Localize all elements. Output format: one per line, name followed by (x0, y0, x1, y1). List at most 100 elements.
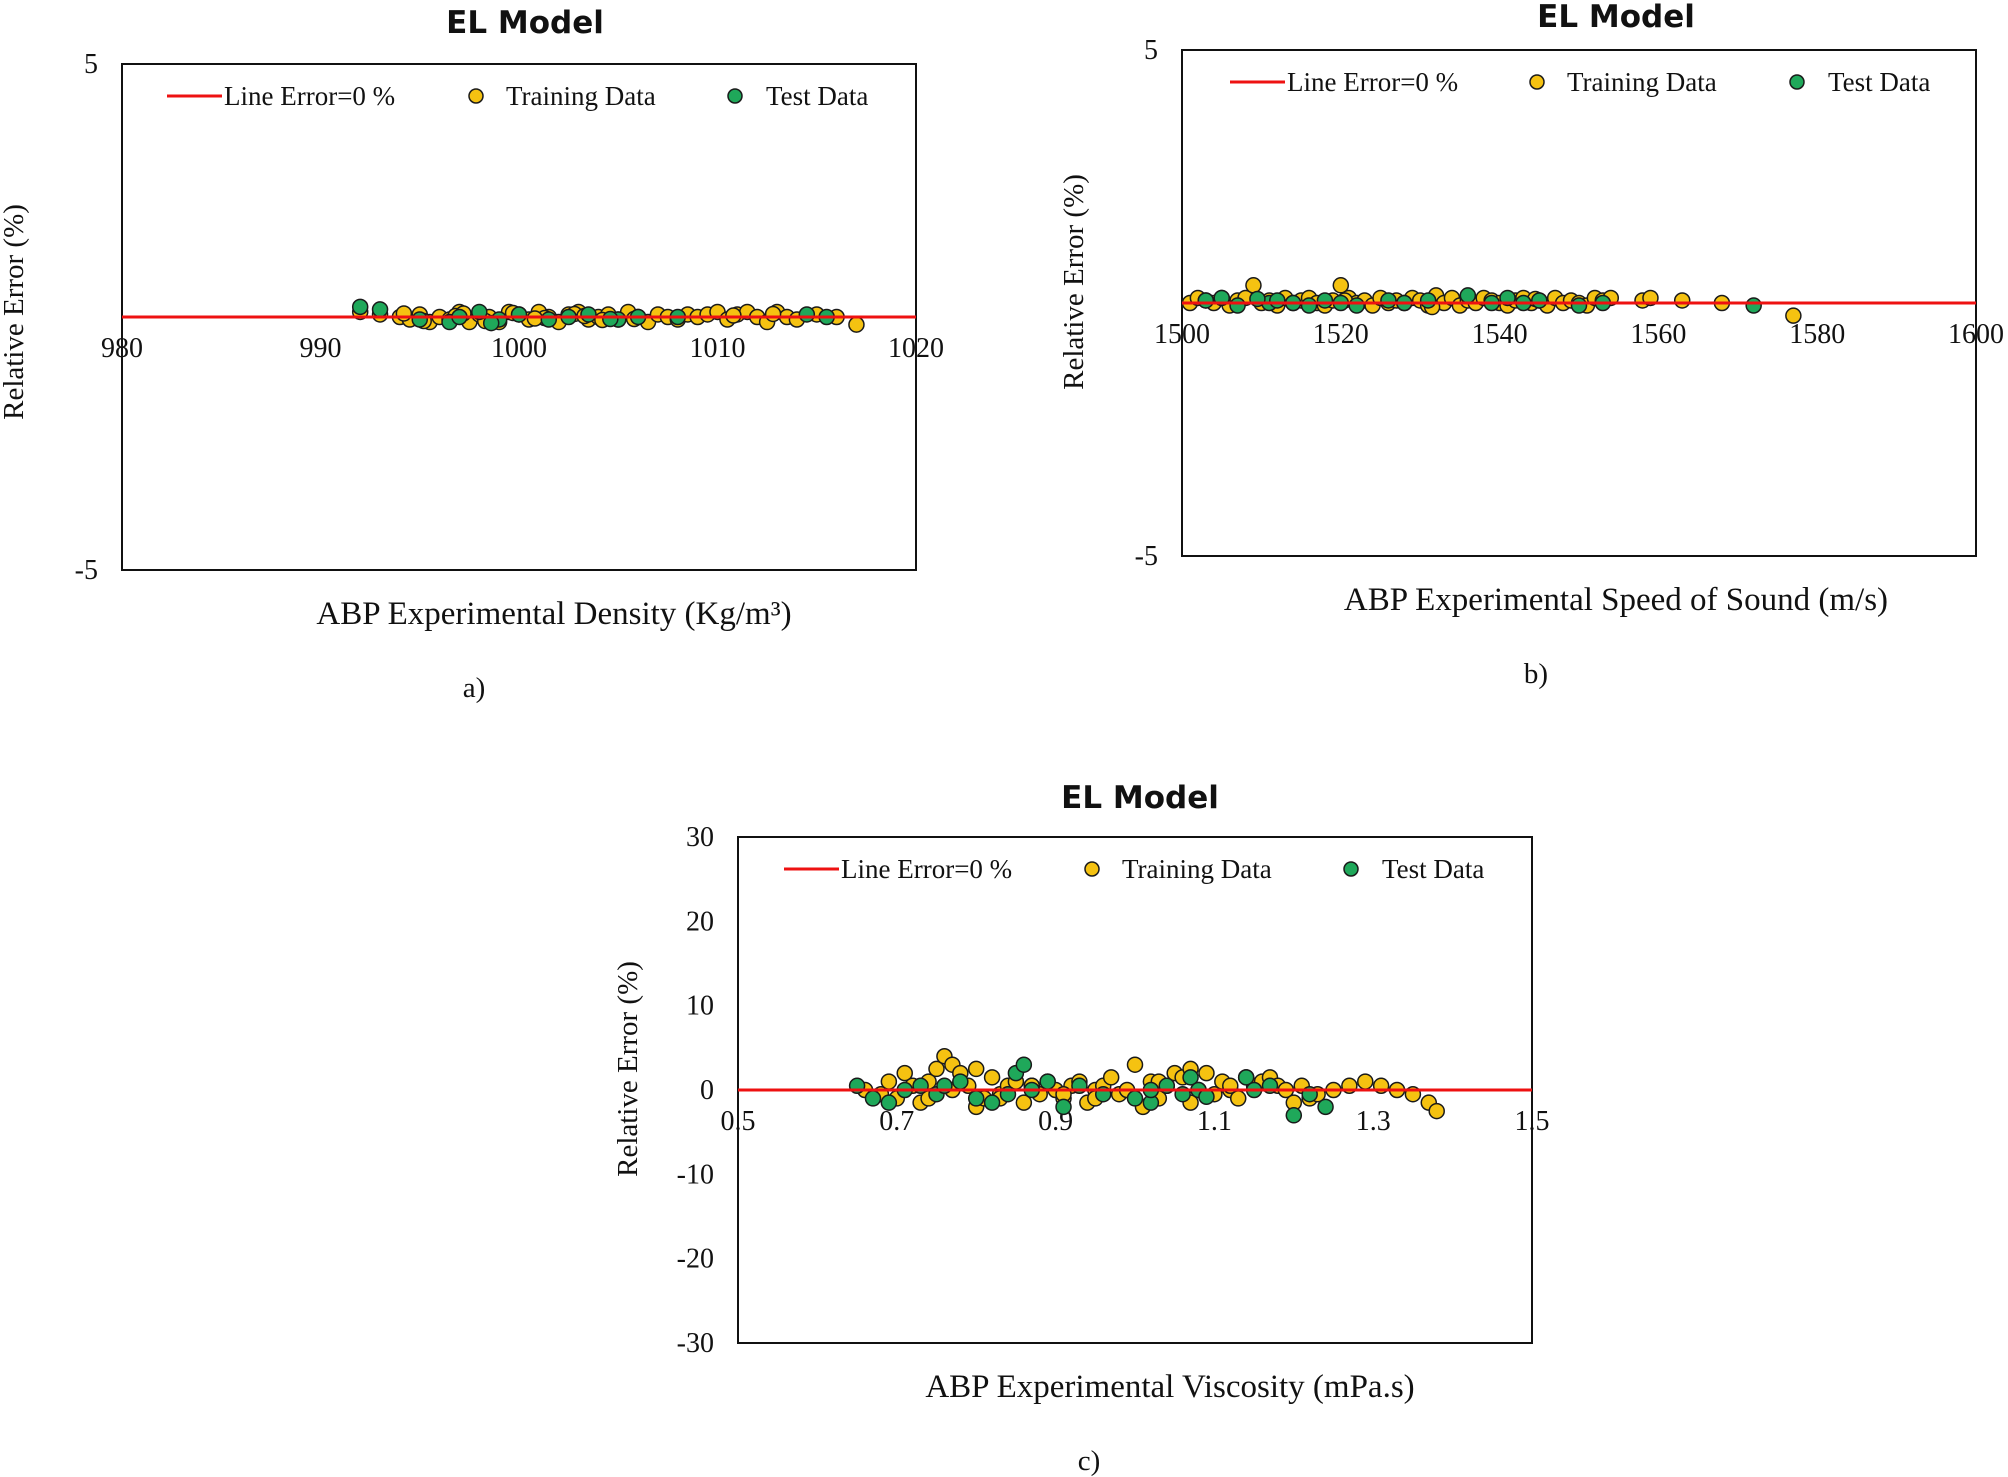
x-tick-label: 1500 (1154, 319, 1210, 350)
test-data-point (967, 1090, 985, 1107)
training-data-point (1126, 1056, 1144, 1073)
test-data-point (1745, 297, 1762, 314)
panel-caption: c) (1078, 1445, 1101, 1477)
chart-title: EL Model (446, 5, 604, 41)
panel-c: EL Model 0.5 0.7 0.9 1.1 1.3 1.53020100-10-20… (612, 780, 1550, 1477)
training-data-point (880, 1073, 898, 1090)
x-tick-label: 1.3 (1356, 1106, 1391, 1137)
y-axis-label: Relative Error (%) (1058, 174, 1090, 390)
test-data-point (1269, 292, 1286, 309)
legend-training-marker (1084, 861, 1100, 877)
test-data-point (1229, 297, 1246, 314)
x-tick-label: 0.5 (721, 1106, 756, 1137)
training-data-point (848, 316, 865, 333)
test-data-point (1182, 1069, 1199, 1086)
x-tick-label: 1600 (1948, 319, 2004, 350)
training-data-point (967, 1060, 985, 1078)
test-data-point (580, 306, 597, 323)
test-data-point (510, 306, 528, 323)
training-data-point (928, 1060, 945, 1078)
test-data-point (952, 1073, 969, 1090)
training-data-point (1245, 277, 1262, 294)
test-data-point (1531, 292, 1548, 309)
y-tick-label: 20 (686, 906, 714, 937)
legend: Line Error=0 % Training Data Test Data (784, 854, 1484, 884)
legend: Line Error=0 % Training Data Test Data (167, 81, 868, 111)
x-tick-label: 1.5 (1515, 1106, 1550, 1137)
x-tick-label: 980 (101, 333, 143, 364)
x-tick-label: 1000 (491, 333, 547, 364)
test-data-point (1317, 1098, 1334, 1116)
test-data-point (983, 1094, 1001, 1111)
test-data-point (351, 298, 369, 316)
test-data-point (1126, 1090, 1144, 1107)
legend-test-label: Test Data (1382, 854, 1484, 884)
x-tick-label: 1580 (1789, 319, 1845, 350)
y-tick-label: 30 (686, 822, 714, 853)
training-data-point (1198, 1064, 1215, 1082)
y-axis-label: Relative Error (%) (0, 204, 30, 420)
training-data-point (983, 1069, 1001, 1086)
training-data-point (725, 307, 742, 324)
training-data-point (764, 305, 782, 323)
training-data-point (1015, 1094, 1033, 1111)
legend-test-marker (1789, 74, 1805, 90)
legend-training-label: Training Data (1567, 67, 1717, 97)
y-axis-label: Relative Error (%) (612, 961, 644, 1177)
test-data-point (1300, 297, 1318, 314)
legend-training-marker (1529, 74, 1545, 90)
panel-caption: b) (1524, 658, 1548, 690)
x-tick-label: 0.7 (879, 1106, 914, 1137)
y-tick-label: -30 (677, 1328, 714, 1359)
tick-labels: 980 990 1000 1010 1020 5 -5 (75, 49, 944, 586)
y-tick-label: 5 (84, 49, 98, 80)
y-tick-label: 0 (700, 1075, 714, 1106)
y-tick-label: -10 (677, 1159, 714, 1190)
y-tick-label: -5 (1135, 541, 1158, 572)
test-data-point (1237, 1069, 1255, 1086)
test-data-point (880, 1094, 898, 1111)
test-data-point (1197, 292, 1215, 309)
y-tick-label: 5 (1144, 35, 1158, 66)
y-tick-label: -5 (75, 555, 98, 586)
test-data-point (798, 306, 816, 323)
y-tick-label: -20 (677, 1244, 714, 1275)
legend-training-label: Training Data (506, 81, 656, 111)
x-tick-label: 1020 (888, 333, 944, 364)
test-data-point (411, 311, 428, 328)
x-tick-label: 1010 (690, 333, 746, 364)
test-data-point (540, 311, 558, 328)
legend-test-marker (727, 88, 743, 104)
x-tick-label: 1520 (1313, 319, 1369, 350)
legend-line-label: Line Error=0 % (841, 854, 1012, 884)
test-data-point (1419, 292, 1437, 309)
chart-title: EL Model (1061, 780, 1219, 816)
legend-line-label: Line Error=0 % (1287, 67, 1458, 97)
tick-labels: 1500 1520 1540 1560 1580 1600 5 -5 (1135, 35, 2004, 572)
x-tick-label: 990 (300, 333, 342, 364)
legend-training-marker (468, 88, 484, 104)
x-axis-label: ABP Experimental Density (Kg/m³) (316, 596, 791, 632)
legend-test-marker (1343, 861, 1359, 877)
legend: Line Error=0 % Training Data Test Data (1230, 67, 1930, 97)
legend-line-label: Line Error=0 % (224, 81, 395, 111)
training-data-point (1428, 1102, 1445, 1120)
training-data-point (896, 1064, 913, 1082)
test-data-point (1316, 292, 1334, 309)
test-data-point (1348, 297, 1365, 314)
test-data-point (1015, 1056, 1033, 1073)
data-points (1181, 277, 1802, 324)
test-data-point (602, 310, 619, 328)
training-data-point (1357, 1073, 1374, 1090)
legend-test-label: Test Data (1828, 67, 1930, 97)
training-data-point (1673, 292, 1691, 309)
x-tick-label: 1560 (1630, 319, 1686, 350)
panel-b: EL Model 1500 1520 1540 1560 1580 1600 5 -5 Lin… (1058, 0, 2004, 690)
x-axis-label: ABP Experimental Speed of Sound (m/s) (1344, 582, 1888, 618)
panel-caption: a) (463, 672, 486, 704)
test-data-point (1380, 292, 1397, 309)
y-tick-label: 10 (686, 991, 714, 1022)
panel-a: EL Model 980 990 1000 1010 1020 5 -5 Line Erro… (0, 5, 944, 704)
